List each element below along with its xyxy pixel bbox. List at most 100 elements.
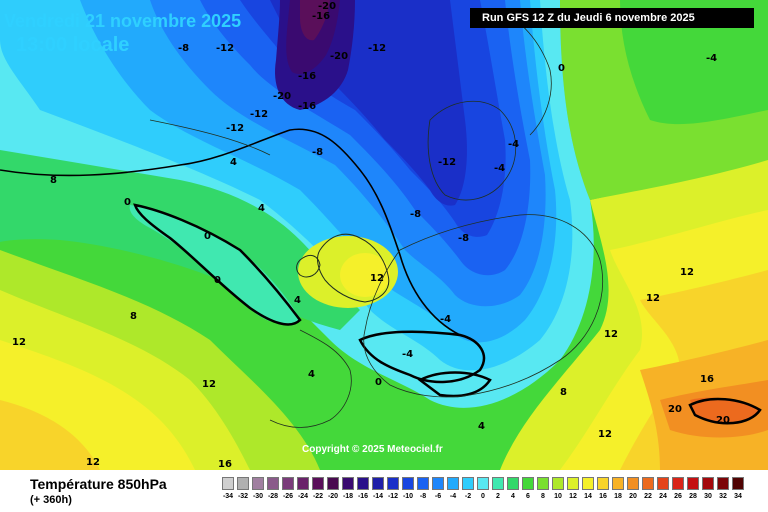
legend-label: 30 <box>704 493 712 500</box>
contour-label: 4 <box>308 369 315 380</box>
legend-label: -20 <box>327 493 339 500</box>
legend-swatch <box>447 477 459 490</box>
legend-swatch <box>537 477 549 490</box>
contour-label: -12 <box>438 157 457 168</box>
legend-label: 8 <box>541 493 545 500</box>
contour-label: 8 <box>50 175 57 186</box>
contour-label: -8 <box>458 233 470 244</box>
contour-label: -16 <box>298 101 317 112</box>
legend-label: 6 <box>526 493 530 500</box>
forecast-date: Vendredi 21 novembre 2025 <box>4 11 242 31</box>
legend-label: -26 <box>282 493 294 500</box>
contour-label: -8 <box>312 147 324 158</box>
legend-label: -14 <box>372 493 384 500</box>
contour-label: -12 <box>250 109 269 120</box>
legend-swatch <box>507 477 519 490</box>
legend-label: -34 <box>222 493 234 500</box>
legend-swatch <box>432 477 444 490</box>
legend-label: -24 <box>297 493 309 500</box>
legend-label: 4 <box>511 493 515 500</box>
contour-label: -4 <box>706 53 718 64</box>
chart-title: Température 850hPa <box>30 476 167 492</box>
contour-label: 0 <box>204 231 211 242</box>
contour-label: -16 <box>298 71 317 82</box>
legend-swatch <box>402 477 414 490</box>
legend-label: 28 <box>689 493 697 500</box>
legend-swatch <box>357 477 369 490</box>
contour-label: -20 <box>273 91 292 102</box>
legend-footer: Température 850hPa (+ 360h) -34 -32 -30 -28… <box>0 470 768 512</box>
contour-label: 0 <box>375 377 382 388</box>
contour-label: -4 <box>440 314 452 325</box>
legend-swatch <box>342 477 354 490</box>
legend-swatch <box>702 477 714 490</box>
legend-swatch <box>552 477 564 490</box>
legend-swatch <box>582 477 594 490</box>
contour-label: 12 <box>680 267 694 278</box>
forecast-time: 13:00 locale <box>16 34 130 56</box>
legend-swatch <box>627 477 639 490</box>
contour-label: 4 <box>230 157 237 168</box>
legend-swatch <box>717 477 729 490</box>
legend-swatch <box>492 477 504 490</box>
contour-label: 4 <box>478 421 485 432</box>
contour-label: 16 <box>700 374 714 385</box>
legend-label: -4 <box>449 493 457 500</box>
legend-label: 24 <box>659 493 667 500</box>
contour-label: 12 <box>604 329 618 340</box>
contour-label: 12 <box>202 379 216 390</box>
run-info: Run GFS 12 Z du Jeudi 6 novembre 2025 <box>470 8 754 28</box>
contour-label: 20 <box>716 415 730 426</box>
contour-label: 4 <box>258 203 265 214</box>
legend-label: -2 <box>464 493 472 500</box>
contour-label: 12 <box>370 273 384 284</box>
contour-label: -16 <box>312 11 331 22</box>
legend-label: -12 <box>387 493 399 500</box>
legend-label: -10 <box>402 493 414 500</box>
legend-label: 22 <box>644 493 652 500</box>
legend-swatch <box>252 477 264 490</box>
contour-label: 0 <box>558 63 565 74</box>
legend-swatch <box>597 477 609 490</box>
legend-swatch <box>687 477 699 490</box>
contour-label: 12 <box>12 337 26 348</box>
contour-label: -8 <box>178 43 190 54</box>
legend-swatch <box>732 477 744 490</box>
legend-label: -16 <box>357 493 369 500</box>
contour-label: 8 <box>560 387 567 398</box>
legend-label: 14 <box>584 493 592 500</box>
legend-swatch <box>567 477 579 490</box>
map-fields <box>0 0 768 470</box>
contour-label: -20 <box>318 1 337 12</box>
legend-label: -28 <box>267 493 279 500</box>
contour-label: 8 <box>130 311 137 322</box>
legend-swatch <box>612 477 624 490</box>
legend-swatch <box>417 477 429 490</box>
contour-label: 0 <box>124 197 131 208</box>
contour-label: 16 <box>218 459 232 470</box>
legend-swatch <box>372 477 384 490</box>
legend-swatch <box>657 477 669 490</box>
legend-swatch <box>267 477 279 490</box>
legend-swatch <box>327 477 339 490</box>
legend-label: 34 <box>734 493 742 500</box>
forecast-lead: (+ 360h) <box>30 494 72 506</box>
contour-label: -20 <box>330 51 349 62</box>
legend-label: -22 <box>312 493 324 500</box>
legend-swatch <box>282 477 294 490</box>
copyright: Copyright © 2025 Meteociel.fr <box>302 444 443 455</box>
legend-label: -8 <box>419 493 427 500</box>
legend-label: 32 <box>719 493 727 500</box>
legend-swatch <box>642 477 654 490</box>
legend-label: 20 <box>629 493 637 500</box>
legend-label: -18 <box>342 493 354 500</box>
legend-swatch <box>462 477 474 490</box>
legend-swatch <box>297 477 309 490</box>
contour-label: 20 <box>668 404 682 415</box>
contour-label: 4 <box>294 295 301 306</box>
legend-label: -30 <box>252 493 264 500</box>
contour-label: 12 <box>646 293 660 304</box>
legend-swatch <box>672 477 684 490</box>
legend-label: 0 <box>481 493 485 500</box>
contour-label: -12 <box>368 43 387 54</box>
